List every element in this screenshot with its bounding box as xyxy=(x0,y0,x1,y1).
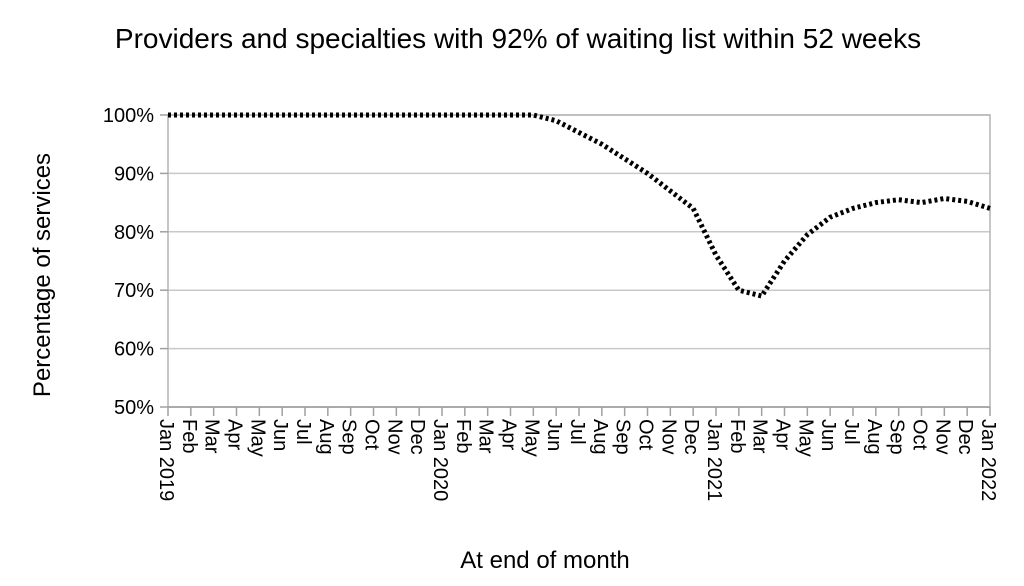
y-tick-label: 70% xyxy=(114,280,154,302)
y-axis-ticks: 50% 60% 70% 80% 90% 100% xyxy=(103,105,168,419)
y-axis-title: Percentage of services xyxy=(29,153,56,397)
x-tick-label: Nov xyxy=(657,419,679,455)
x-tick-label: Jun xyxy=(817,419,839,451)
x-tick-label: Jan 2020 xyxy=(429,419,451,501)
x-tick-label: Sep xyxy=(612,419,634,455)
series-layer xyxy=(168,112,991,299)
x-tick-label: Mar xyxy=(749,419,771,454)
x-tick-label: Jul xyxy=(292,419,314,445)
x-tick-label: Nov xyxy=(383,419,405,455)
x-tick-label: Apr xyxy=(224,419,246,450)
x-tick-label: Nov xyxy=(931,419,953,455)
x-tick-label: Oct xyxy=(361,419,383,451)
x-tick-label: Feb xyxy=(726,419,748,453)
x-tick-label: May xyxy=(794,419,816,457)
x-tick-label: Dec xyxy=(680,419,702,455)
x-tick-label: May xyxy=(246,419,268,457)
x-tick-label: Jan 2019 xyxy=(155,419,177,501)
x-tick-label: Aug xyxy=(863,419,885,455)
y-tick-label: 80% xyxy=(114,222,154,244)
x-axis-title: At end of month xyxy=(460,547,629,574)
x-tick-label: Oct xyxy=(635,419,657,451)
x-tick-label: Sep xyxy=(338,419,360,455)
x-tick-label: Apr xyxy=(772,419,794,450)
y-tick-label: 60% xyxy=(114,339,154,361)
gridlines xyxy=(168,114,990,408)
x-tick-label: Dec xyxy=(406,419,428,455)
y-tick-label: 100% xyxy=(103,105,154,127)
x-tick-label: Jun xyxy=(269,419,291,451)
x-tick-label: Apr xyxy=(498,419,520,450)
x-tick-label: Jan 2021 xyxy=(703,419,725,501)
x-tick-label: Aug xyxy=(315,419,337,455)
plot-frame xyxy=(167,114,991,408)
x-tick-label: Aug xyxy=(589,419,611,455)
x-tick-label: Jan 2022 xyxy=(977,419,999,501)
x-tick-label: Jun xyxy=(543,419,565,451)
y-tick-label: 90% xyxy=(114,163,154,185)
axes xyxy=(167,114,991,408)
x-tick-label: Dec xyxy=(954,419,976,455)
x-tick-label: Jul xyxy=(840,419,862,445)
chart-title: Providers and specialties with 92% of wa… xyxy=(115,23,921,54)
x-tick-label: Oct xyxy=(909,419,931,451)
x-tick-label: Feb xyxy=(452,419,474,453)
x-tick-label: May xyxy=(520,419,542,457)
y-tick-label: 50% xyxy=(114,397,154,419)
x-tick-label: Mar xyxy=(201,419,223,454)
series-line xyxy=(168,112,991,299)
x-tick-label: Sep xyxy=(886,419,908,455)
x-axis-ticks: Jan 2019 Feb Mar Apr May Jun Jul Aug Sep Oct Nov De… xyxy=(155,407,999,501)
x-tick-label: Feb xyxy=(178,419,200,453)
x-tick-label: Mar xyxy=(475,419,497,454)
x-tick-label: Jul xyxy=(566,419,588,445)
